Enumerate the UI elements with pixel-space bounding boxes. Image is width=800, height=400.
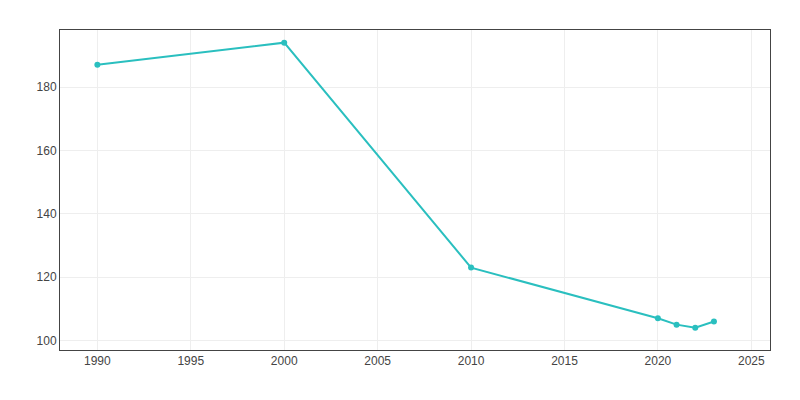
svg-text:2000: 2000 — [271, 354, 298, 368]
svg-text:2005: 2005 — [364, 354, 391, 368]
svg-text:120: 120 — [37, 270, 57, 284]
svg-text:1995: 1995 — [177, 354, 204, 368]
svg-text:2010: 2010 — [458, 354, 485, 368]
svg-text:2015: 2015 — [551, 354, 578, 368]
svg-text:100: 100 — [37, 334, 57, 348]
svg-text:160: 160 — [37, 144, 57, 158]
svg-text:2025: 2025 — [738, 354, 765, 368]
svg-text:2020: 2020 — [645, 354, 672, 368]
svg-text:1990: 1990 — [84, 354, 111, 368]
svg-text:140: 140 — [37, 207, 57, 221]
svg-text:180: 180 — [37, 80, 57, 94]
